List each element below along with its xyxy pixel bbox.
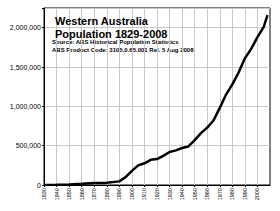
svg-text:1910: 1910 <box>141 188 147 200</box>
svg-text:1940: 1940 <box>179 188 185 200</box>
svg-text:1840: 1840 <box>54 188 60 200</box>
svg-text:1850: 1850 <box>66 188 72 200</box>
svg-text:2,000,000: 2,000,000 <box>10 24 41 31</box>
svg-text:1,000,000: 1,000,000 <box>10 103 41 110</box>
svg-text:1970: 1970 <box>217 188 223 200</box>
svg-text:Source: ABS Historical Populat: Source: ABS Historical Population Statis… <box>52 39 179 45</box>
svg-text:2000: 2000 <box>254 188 260 200</box>
svg-text:1890: 1890 <box>116 188 122 200</box>
svg-text:1990: 1990 <box>242 188 248 200</box>
svg-text:1930: 1930 <box>167 188 173 200</box>
svg-text:1860: 1860 <box>79 188 85 200</box>
svg-text:1830: 1830 <box>41 188 47 200</box>
svg-text:1880: 1880 <box>104 188 110 200</box>
svg-text:0: 0 <box>37 182 41 189</box>
svg-text:ABS Product Code: 3105.0.65.00: ABS Product Code: 3105.0.65.001 Rel. 5 A… <box>52 47 194 53</box>
svg-text:Western Australia: Western Australia <box>55 15 149 27</box>
svg-text:1870: 1870 <box>91 188 97 200</box>
svg-text:1950: 1950 <box>192 188 198 200</box>
svg-text:1960: 1960 <box>204 188 210 200</box>
svg-text:Population 1829-2008: Population 1829-2008 <box>55 28 168 40</box>
svg-text:1,500,000: 1,500,000 <box>10 64 41 71</box>
svg-text:1920: 1920 <box>154 188 160 200</box>
svg-text:1980: 1980 <box>229 188 235 200</box>
svg-text:500,000: 500,000 <box>16 142 41 149</box>
svg-text:1900: 1900 <box>129 188 135 200</box>
